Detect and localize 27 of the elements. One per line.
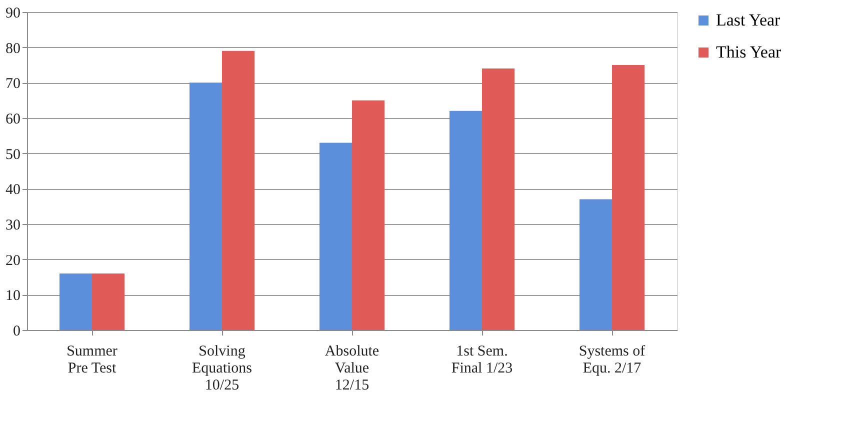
y-tick-label: 10 [6,288,20,304]
bar [482,68,514,330]
bar [60,273,92,330]
legend-label: This Year [716,42,782,62]
y-tick-label: 80 [6,40,20,57]
y-tick-label: 60 [6,112,20,128]
y-tick-label: 90 [6,6,20,22]
x-tick-label: Solving Equations 10/25 [192,344,252,394]
y-tick-label: 0 [13,324,20,340]
y-tick-label: 20 [6,252,20,269]
x-tick-label: Summer Pre Test [66,344,118,376]
y-tick-label: 50 [6,146,20,163]
y-tick-label: 30 [6,218,20,234]
bar [352,100,384,330]
x-tick-label: Absolute Value 12/15 [324,344,380,394]
bar [190,82,222,330]
legend-label: Last Year [716,10,781,30]
bar [222,50,254,330]
bar [320,142,352,330]
y-tick-label: 40 [6,182,20,198]
x-tick-label: 1st Sem. Final 1/23 [451,344,513,376]
bar [612,65,644,330]
bar [450,110,482,330]
y-tick-label: 70 [6,76,20,92]
bar [580,199,612,330]
bar [92,273,124,330]
x-tick-label: Systems of Equ. 2/17 [578,344,646,376]
